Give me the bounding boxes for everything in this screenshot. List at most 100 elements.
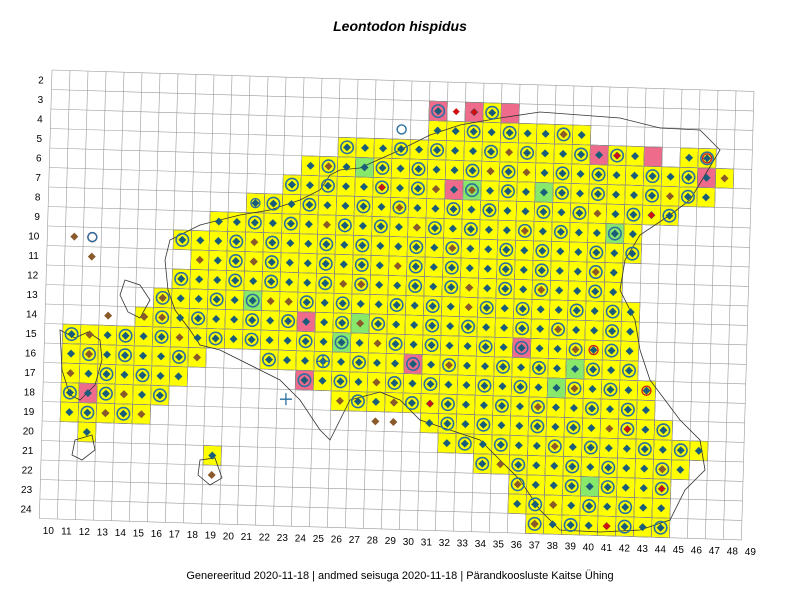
ring-marker bbox=[478, 339, 493, 354]
diamond-marker bbox=[519, 285, 528, 294]
ring-marker bbox=[510, 477, 525, 492]
ring-marker bbox=[511, 457, 526, 472]
diamond-marker bbox=[567, 501, 576, 510]
diamond-marker bbox=[515, 421, 524, 430]
ring-marker bbox=[463, 222, 478, 237]
grid-line-vertical bbox=[147, 73, 161, 522]
ring-marker bbox=[622, 363, 637, 378]
diamond-marker bbox=[533, 402, 542, 411]
diamond-marker bbox=[573, 286, 582, 295]
diamond-marker bbox=[505, 148, 514, 157]
ring-marker bbox=[283, 216, 298, 231]
grid-line-vertical bbox=[687, 89, 701, 539]
diamond-marker bbox=[604, 463, 613, 472]
ring-marker bbox=[406, 357, 421, 372]
grid-line-vertical bbox=[435, 82, 449, 531]
column-label: 43 bbox=[637, 544, 649, 555]
ring-marker bbox=[514, 340, 529, 355]
diamond-marker bbox=[268, 238, 277, 247]
diamond-marker bbox=[592, 229, 601, 238]
diamond-marker bbox=[176, 313, 185, 322]
ring-marker bbox=[209, 292, 224, 307]
grid-line-vertical bbox=[183, 74, 197, 523]
ring-marker bbox=[499, 242, 514, 257]
diamond-marker bbox=[532, 461, 541, 470]
diamond-marker bbox=[558, 169, 567, 178]
brown-diamond-marker bbox=[119, 390, 128, 399]
diamond-marker bbox=[536, 305, 545, 314]
diamond-marker bbox=[640, 464, 649, 473]
diamond-marker bbox=[410, 321, 419, 330]
row-label: 24 bbox=[21, 504, 33, 515]
diamond-marker bbox=[575, 189, 584, 198]
diamond-marker bbox=[137, 390, 146, 399]
diamond-marker bbox=[247, 335, 256, 344]
diamond-marker bbox=[120, 370, 129, 379]
brown-diamond-marker bbox=[101, 409, 110, 418]
row-label: 4 bbox=[37, 114, 43, 125]
diamond-marker bbox=[523, 148, 532, 157]
column-labels: 10 11 12 13 14 15 16 17 18 19 20 21 22 23 24 25 26 27 28 29… bbox=[43, 526, 757, 558]
diamond-marker bbox=[268, 219, 277, 228]
diamond-marker bbox=[265, 336, 274, 345]
ring-marker bbox=[316, 354, 331, 369]
ring-marker bbox=[427, 221, 442, 236]
diamond-marker bbox=[397, 144, 406, 153]
grid-line-horizontal bbox=[44, 323, 747, 346]
diamond-marker bbox=[606, 385, 615, 394]
grid-line-horizontal bbox=[43, 362, 746, 385]
diamond-marker bbox=[502, 226, 511, 235]
ring-marker bbox=[588, 265, 603, 280]
ring-marker bbox=[485, 105, 500, 120]
ring-marker bbox=[605, 324, 620, 339]
grid-line-horizontal bbox=[47, 225, 750, 248]
diamond-marker bbox=[158, 313, 167, 322]
diamond-marker bbox=[666, 172, 675, 181]
diamond-marker bbox=[482, 323, 491, 332]
diamond-marker bbox=[302, 317, 311, 326]
diamond-marker bbox=[604, 444, 613, 453]
ring-marker bbox=[515, 301, 530, 316]
diamond-marker bbox=[589, 346, 598, 355]
diamond-marker bbox=[121, 331, 130, 340]
diamond-marker bbox=[355, 338, 364, 347]
grid-line-vertical bbox=[669, 89, 683, 538]
diamond-marker bbox=[466, 225, 475, 234]
red-diamond-marker bbox=[426, 400, 434, 408]
ring-marker bbox=[534, 282, 549, 297]
diamond-marker bbox=[267, 277, 276, 286]
diamond-marker bbox=[554, 305, 563, 314]
diamond-marker bbox=[212, 295, 221, 304]
brown-diamond-marker bbox=[207, 470, 216, 479]
diamond-marker bbox=[462, 381, 471, 390]
diamond-marker bbox=[626, 308, 635, 317]
diamond-marker bbox=[379, 144, 388, 153]
row-label: 18 bbox=[24, 387, 36, 398]
ring-marker bbox=[446, 202, 461, 217]
ring-marker bbox=[118, 328, 133, 343]
diamond-marker bbox=[521, 207, 530, 216]
ring-marker bbox=[425, 318, 440, 333]
diamond-marker bbox=[103, 331, 112, 340]
grid-line-horizontal bbox=[43, 381, 746, 404]
diamond-marker bbox=[446, 302, 455, 311]
red-ring-marker bbox=[588, 344, 599, 356]
column-label: 39 bbox=[565, 542, 577, 553]
diamond-marker bbox=[465, 264, 474, 273]
diamond-marker bbox=[322, 240, 331, 249]
diamond-marker bbox=[412, 243, 421, 252]
row-label: 15 bbox=[25, 329, 37, 340]
brown-diamond-marker bbox=[412, 223, 421, 232]
diamond-marker bbox=[155, 391, 164, 400]
ring-marker bbox=[476, 417, 491, 432]
diamond-marker bbox=[504, 167, 513, 176]
diamond-marker bbox=[193, 333, 202, 342]
brown-diamond-marker bbox=[87, 252, 96, 261]
ring-marker bbox=[374, 180, 389, 195]
diamond-marker bbox=[612, 171, 621, 180]
diamond-marker bbox=[266, 297, 275, 306]
grid-line-vertical bbox=[201, 74, 215, 524]
diamond-marker bbox=[658, 445, 667, 454]
grid-line-horizontal bbox=[39, 498, 742, 521]
diamond-marker bbox=[213, 275, 222, 284]
